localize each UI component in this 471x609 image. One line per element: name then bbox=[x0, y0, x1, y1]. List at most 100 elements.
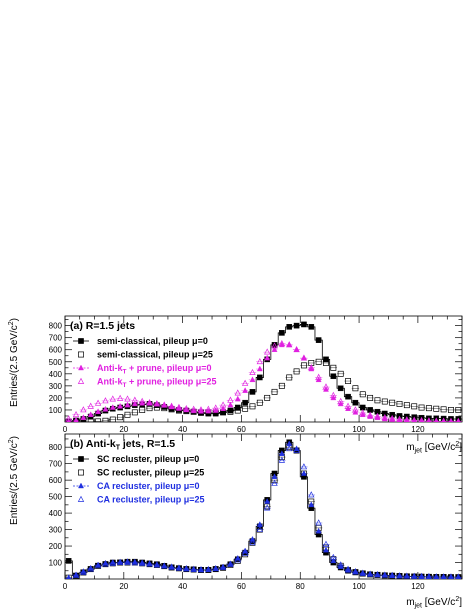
data-point bbox=[286, 445, 293, 452]
x-tick-label: 40 bbox=[178, 582, 187, 591]
data-point bbox=[117, 402, 124, 409]
data-point bbox=[153, 400, 161, 407]
x-tick-label: 100 bbox=[352, 582, 366, 591]
data-point bbox=[131, 400, 138, 407]
data-point bbox=[234, 556, 241, 563]
data-point bbox=[418, 572, 425, 579]
y-tick-label: 600 bbox=[49, 476, 63, 485]
data-point bbox=[87, 565, 94, 572]
x-tick-label: 60 bbox=[237, 582, 246, 591]
data-point bbox=[344, 402, 352, 409]
legend-marker bbox=[78, 482, 84, 489]
data-point bbox=[183, 404, 190, 412]
x-tick-label: 20 bbox=[119, 425, 128, 434]
data-point bbox=[374, 570, 381, 578]
data-point bbox=[403, 572, 411, 579]
data-point bbox=[95, 408, 102, 414]
data-point bbox=[241, 549, 249, 556]
data-point bbox=[440, 573, 447, 579]
data-point bbox=[300, 354, 308, 361]
y-axis-label: Entries/(2.5 GeV/c2) bbox=[8, 436, 20, 525]
data-point bbox=[352, 406, 359, 413]
data-point bbox=[293, 446, 300, 453]
data-point bbox=[330, 553, 337, 560]
data-point bbox=[197, 566, 205, 573]
data-point bbox=[352, 567, 359, 575]
data-point bbox=[359, 569, 366, 576]
data-point bbox=[337, 563, 344, 569]
data-point bbox=[344, 565, 352, 572]
data-point bbox=[212, 565, 219, 572]
data-point bbox=[256, 365, 263, 372]
data-point bbox=[227, 396, 234, 403]
y-tick-label: 200 bbox=[49, 394, 63, 403]
data-point bbox=[278, 339, 286, 347]
data-point bbox=[146, 560, 153, 567]
legend-marker bbox=[78, 469, 84, 476]
data-point bbox=[433, 417, 439, 422]
data-point bbox=[264, 354, 271, 361]
data-point bbox=[447, 573, 454, 579]
data-point bbox=[197, 406, 205, 413]
y-tick-label: 700 bbox=[49, 460, 63, 469]
x-axis-label: mjet [GeV/c2] bbox=[406, 441, 462, 455]
data-point bbox=[205, 407, 212, 414]
y-tick-label: 200 bbox=[49, 542, 63, 551]
data-point bbox=[146, 398, 153, 406]
y-tick-label: 500 bbox=[49, 493, 63, 502]
data-point bbox=[300, 463, 308, 470]
data-point bbox=[403, 416, 410, 422]
x-tick-label: 80 bbox=[296, 425, 305, 434]
data-point bbox=[175, 403, 183, 410]
legend: (a) R=1.5 jets semi-classical, pileup μ=0… bbox=[70, 320, 217, 389]
data-point bbox=[124, 395, 131, 402]
legend-entry: SC recluster, pileup μ=0 bbox=[97, 454, 199, 464]
x-tick-label: 40 bbox=[178, 425, 187, 434]
data-point bbox=[227, 401, 234, 408]
data-point bbox=[456, 417, 461, 422]
data-point bbox=[242, 387, 249, 393]
data-point bbox=[278, 450, 285, 456]
data-point bbox=[249, 376, 256, 383]
data-point bbox=[249, 536, 256, 542]
y-axis-label: Entries/(2.5 GeV/c2) bbox=[8, 318, 20, 407]
data-point bbox=[374, 412, 381, 419]
data-point bbox=[366, 570, 374, 577]
data-point bbox=[175, 564, 183, 571]
data-point bbox=[359, 411, 366, 417]
data-point bbox=[322, 540, 330, 547]
data-point bbox=[263, 348, 271, 355]
legend: (b) Anti-kT jets, R=1.5 SC recluster, pil… bbox=[70, 438, 205, 505]
data-point bbox=[116, 394, 124, 401]
data-point bbox=[381, 414, 388, 421]
data-point bbox=[315, 527, 322, 534]
x-tick-label: 0 bbox=[63, 582, 68, 591]
data-point bbox=[109, 395, 116, 402]
x-tick-label: 120 bbox=[411, 425, 425, 434]
legend-marker bbox=[78, 364, 84, 371]
data-point bbox=[109, 404, 116, 410]
data-point bbox=[80, 414, 87, 420]
y-tick-label: 400 bbox=[49, 509, 63, 518]
data-point bbox=[94, 399, 102, 406]
y-tick-label: 800 bbox=[49, 443, 63, 452]
y-tick-label: 800 bbox=[49, 322, 63, 331]
data-point bbox=[131, 396, 139, 403]
data-point bbox=[396, 415, 403, 422]
data-point bbox=[323, 546, 329, 553]
data-point bbox=[396, 416, 403, 422]
data-point bbox=[308, 364, 315, 371]
legend-entry: CA recluster, pileup μ=0 bbox=[97, 481, 199, 491]
data-point bbox=[109, 559, 116, 566]
data-point bbox=[388, 414, 396, 421]
data-point bbox=[286, 341, 293, 348]
data-point bbox=[234, 389, 241, 396]
data-point bbox=[315, 519, 322, 526]
legend-marker bbox=[77, 495, 85, 502]
plot-area bbox=[65, 439, 462, 579]
data-point bbox=[219, 563, 227, 570]
data-point bbox=[337, 397, 344, 404]
legend-marker bbox=[78, 456, 84, 462]
legend-marker bbox=[77, 377, 85, 384]
data-point bbox=[448, 417, 454, 422]
